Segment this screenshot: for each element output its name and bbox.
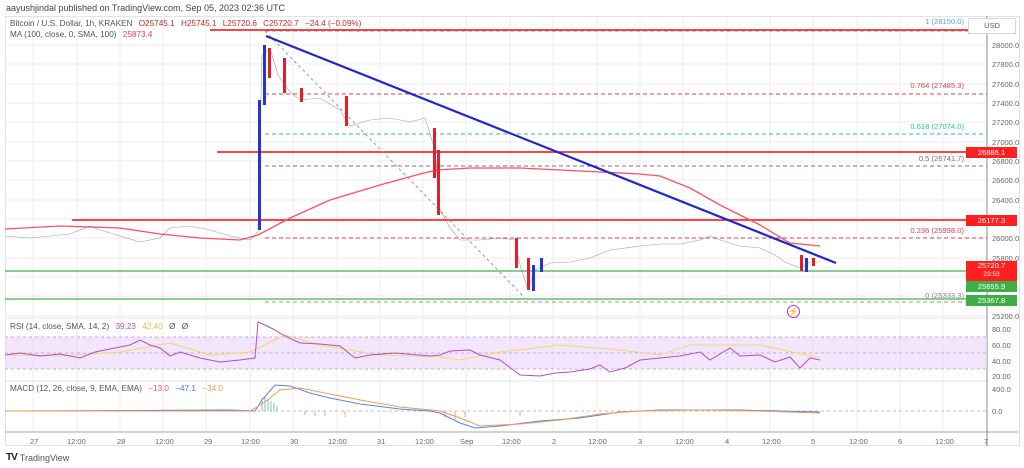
fib-label-05: 0.5 (26741.7) [918,154,964,163]
fibonacci-levels [265,30,987,303]
chart-frame[interactable] [5,16,1020,446]
price-tick: 27000.0 [992,138,1020,147]
macd-label: MACD (12, 26, close, 9, EMA, EMA) [10,384,142,393]
time-tick: 2 [552,437,557,446]
grid-vertical [32,16,944,432]
brand-name: TradingView [19,452,70,463]
fib-label-1: 1 (28150.0) [925,17,964,26]
time-tick: 12:00 [675,437,694,446]
time-tick: 28 [117,437,126,446]
descending-trendline [265,34,837,265]
price-tick: 27400.0 [992,99,1020,108]
last-price: 25720.7 [977,261,1006,270]
ma-label: MA (100, close, 0, SMA, 100) [10,30,117,39]
price-tag-resistance-2: 26177.3 [966,215,1017,226]
price-tick: 27200.0 [992,118,1020,127]
publish-credit: aayushjindal published on TradingView.co… [6,3,286,13]
time-tick: 3 [638,437,643,446]
fib-label-0236: 0.236 (25998.0) [910,226,964,235]
grid-horizontal [5,44,987,317]
time-tick: 12:00 [415,437,434,446]
rsi-extra-1: Ø [169,322,176,331]
price-tag-support-2: 25367.8 [966,295,1017,306]
time-tick: 7 [984,437,989,446]
price-tick: 25200.0 [992,312,1020,321]
fib-diagonal [264,30,526,299]
fib-label-0764: 0.764 (27485.3) [910,81,964,90]
horizontal-levels [5,29,987,300]
time-tick: 5 [811,437,816,446]
macd-tick: 0.0 [992,407,1003,416]
fib-label-0618: 0.618 (27074.0) [910,122,964,131]
rsi-sma-value: 42.40 [142,322,163,331]
time-tick: 6 [898,437,903,446]
price-tag-resistance-1: 26886.1 [966,147,1017,158]
ohlc-low: L25720.6 [222,19,257,28]
bar-countdown: 23:53 [983,271,1000,278]
macd-signal-line [5,387,821,427]
ma-value: 25873.4 [122,30,153,39]
time-tick: 29 [204,437,213,446]
rsi-value: 39.23 [115,322,136,331]
macd-value: −47.1 [175,384,196,393]
price-tag-last: 25720.7 23:53 [966,261,1017,281]
price-tick: 28000.0 [992,41,1020,50]
price-tick: 27800.0 [992,60,1020,69]
ohlc-close: C25720.7 [263,19,299,28]
price-tick: 26600.0 [992,176,1020,185]
symbol-legend: Bitcoin / U.S. Dollar, 1h, KRAKEN O25745… [10,19,365,28]
tv-logo-icon: TV [6,452,18,463]
time-tick: 12:00 [241,437,260,446]
rsi-legend: RSI (14, close, SMA, 14, 2) 39.23 42.40 … [10,322,192,331]
price-tag-support-1: 25655.9 [966,281,1017,292]
ma-legend: MA (100, close, 0, SMA, 100) 25873.4 [10,30,156,39]
rsi-tick: 80.00 [992,325,1011,334]
rsi-tick: 60.00 [992,341,1011,350]
rsi-tick: 40.00 [992,357,1011,366]
rsi-label: RSI (14, close, SMA, 14, 2) [10,322,110,331]
price-tick: 25800.0 [992,254,1020,263]
time-tick: 12:00 [502,437,521,446]
time-tick: 12:00 [762,437,781,446]
ohlc-change: −24.4 (−0.09%) [304,19,362,28]
macd-hist-value: −13.0 [148,384,169,393]
symbol-name: Bitcoin / U.S. Dollar, 1h, KRAKEN [10,19,133,28]
time-tick: 12:00 [155,437,174,446]
time-tick: 12:00 [328,437,347,446]
time-tick: 30 [290,437,299,446]
macd-legend: MACD (12, 26, close, 9, EMA, EMA) −13.0 … [10,384,227,393]
tradingview-logo[interactable]: TV TradingView [6,452,69,463]
rsi-sma-line [4,334,821,361]
time-tick: 4 [725,437,730,446]
ohlc-high: H25745.1 [180,19,217,28]
price-tick: 26800.0 [992,157,1020,166]
rsi-line [4,321,821,377]
time-tick: Sep [460,437,474,446]
price-tick: 26000.0 [992,234,1020,243]
time-tick: 12:00 [849,437,868,446]
ohlc-open: O25745.1 [138,19,175,28]
lightning-event-icon[interactable]: ⚡ [787,305,800,318]
rsi-tick: 20.00 [992,372,1011,381]
price-tick: 27600.0 [992,80,1020,89]
candles [4,45,820,291]
fib-label-0: 0 (25333.3) [925,291,964,300]
price-tick: 26400.0 [992,196,1020,205]
time-tick: 27 [30,437,39,446]
time-tick: 31 [377,437,386,446]
currency-selector[interactable]: USD [968,18,1016,34]
time-tick: 12:00 [588,437,607,446]
time-tick: 12:00 [67,437,86,446]
macd-signal-value: −34.0 [202,384,223,393]
time-tick: 12:00 [935,437,954,446]
rsi-extra-2: Ø [181,322,189,331]
macd-tick: 400.0 [992,385,1011,394]
